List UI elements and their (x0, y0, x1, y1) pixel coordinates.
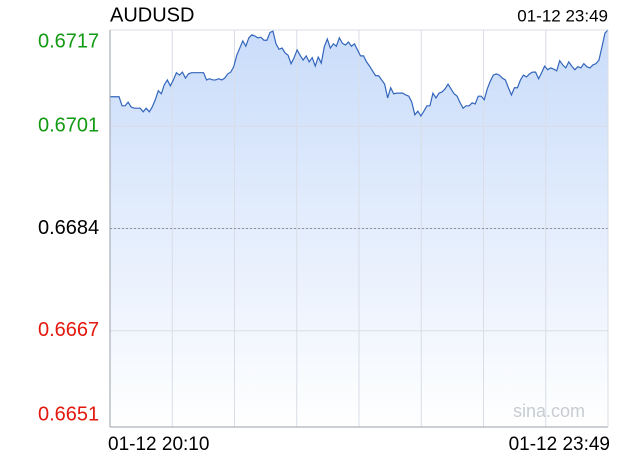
price-line (110, 29, 609, 118)
watermark: sina.com (513, 401, 585, 421)
x-tick-label: 01-12 20:10 (108, 434, 209, 455)
y-tick-label: 0.6684 (38, 217, 99, 239)
time-label: 01-12 23:49 (517, 6, 608, 25)
y-tick-label: 0.6701 (38, 115, 99, 137)
y-tick-label: 0.6667 (38, 319, 99, 341)
chart-title: AUDUSD (110, 4, 194, 26)
x-tick-label: 01-12 23:49 (509, 434, 610, 455)
y-tick-label: 0.6651 (38, 403, 99, 425)
y-tick-label: 0.6717 (38, 30, 99, 52)
